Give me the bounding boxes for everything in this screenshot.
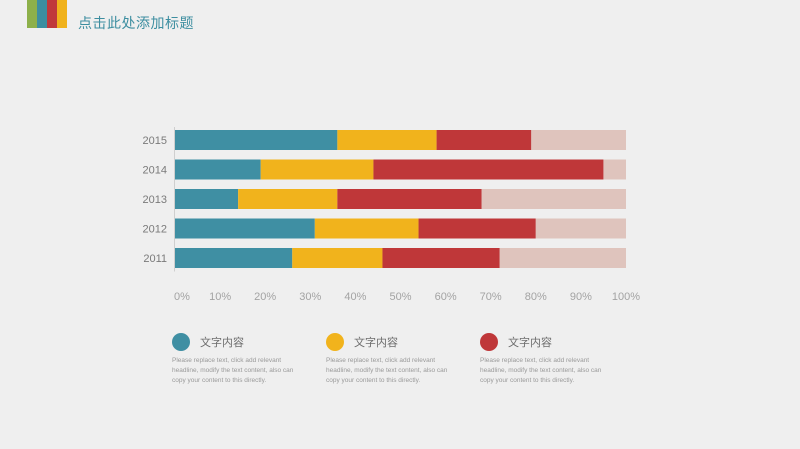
y-tick-label: 2015 (143, 135, 167, 147)
x-tick-label: 0% (174, 291, 190, 303)
bar-segment (436, 130, 532, 150)
bar-segment (175, 189, 239, 209)
legend-swatch-2 (326, 333, 344, 351)
bar-segment (260, 159, 374, 180)
legend-description-2: Please replace text, click add relevant … (326, 357, 448, 384)
y-tick-label: 2011 (143, 253, 167, 265)
x-tick-label: 90% (570, 291, 592, 303)
logo-bar-red (47, 0, 57, 28)
y-tick-label: 2012 (143, 224, 167, 236)
y-tick-label: 2013 (143, 194, 167, 206)
x-tick-label: 60% (435, 291, 457, 303)
bar-segment (481, 189, 626, 209)
legend-label-1: 文字内容 (200, 336, 244, 349)
x-tick-label: 80% (525, 291, 547, 303)
bar-segment (238, 189, 338, 209)
bar-segment (373, 159, 604, 180)
x-tick-label: 20% (254, 291, 276, 303)
bar-segment (175, 159, 261, 180)
bar-segment (337, 130, 437, 150)
bar-segment (531, 130, 626, 150)
bar-segment (175, 130, 338, 150)
legend-description-3: Please replace text, click add relevant … (480, 357, 602, 384)
x-tick-label: 50% (389, 291, 411, 303)
logo-bar-yellow (57, 0, 67, 28)
bar-segment (535, 218, 626, 239)
logo-color-strip (27, 0, 67, 28)
legend-label-3: 文字内容 (508, 336, 552, 349)
bar-segment (314, 218, 419, 239)
bar-segment (603, 159, 626, 180)
x-tick-label: 70% (480, 291, 502, 303)
legend-swatch-1 (172, 333, 190, 351)
legend-description-1: Please replace text, click add relevant … (172, 357, 294, 384)
bar-segment (337, 189, 482, 209)
legend-swatch-3 (480, 333, 498, 351)
x-tick-label: 100% (612, 291, 640, 303)
bar-segment (292, 248, 383, 268)
legend-label-2: 文字内容 (354, 336, 398, 349)
bar-segment (418, 218, 536, 239)
bar-segment (382, 248, 500, 268)
bar-segment (175, 248, 293, 268)
page-title: 点击此处添加标题 (78, 16, 194, 32)
bar-segment (175, 218, 315, 239)
bar-segment (499, 248, 626, 268)
logo-bar-teal (37, 0, 47, 28)
logo-bar-green (27, 0, 37, 28)
x-tick-label: 30% (299, 291, 321, 303)
y-tick-label: 2014 (143, 165, 167, 177)
x-tick-label: 40% (344, 291, 366, 303)
x-tick-label: 10% (209, 291, 231, 303)
